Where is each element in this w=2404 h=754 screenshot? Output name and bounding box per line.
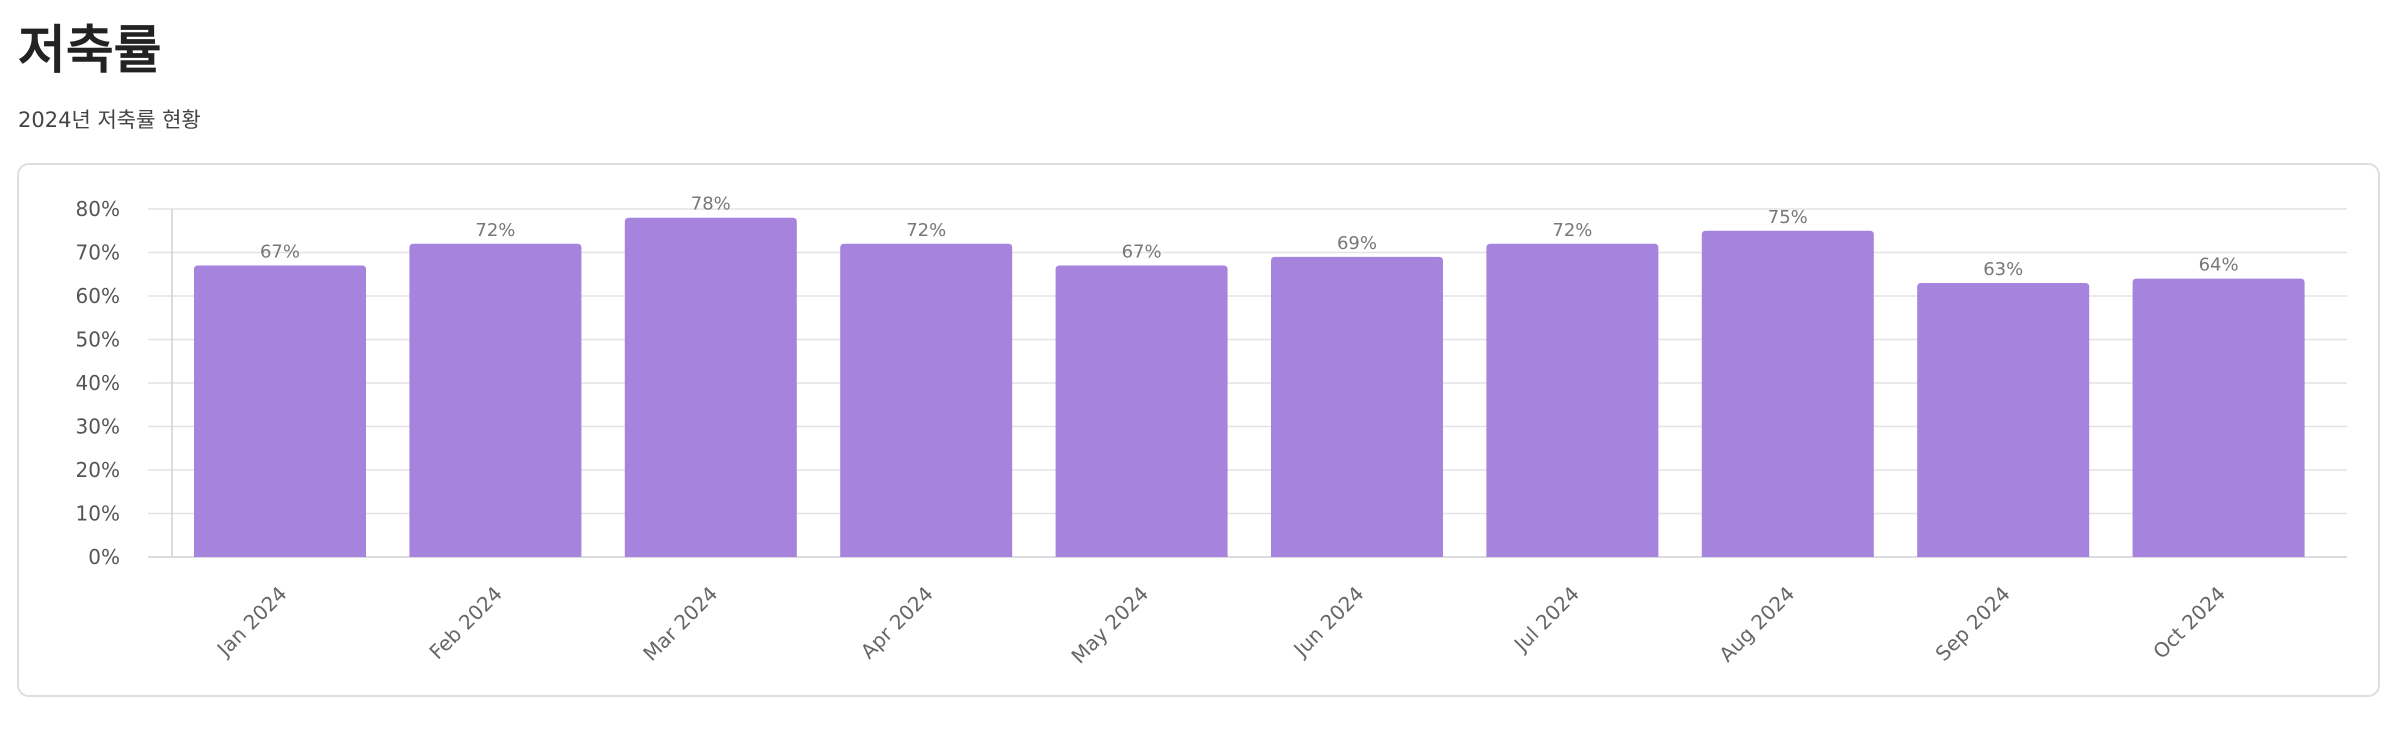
- page-subtitle: 2024년 저축률 현황: [18, 108, 201, 132]
- bar-value-label: 67%: [1122, 242, 1162, 263]
- bar[interactable]: [624, 217, 797, 557]
- y-tick-label: 70%: [76, 241, 120, 265]
- x-tick-label: Feb 2024: [424, 582, 506, 664]
- x-tick-label: Aug 2024: [1714, 582, 1799, 667]
- x-tick-label: May 2024: [1066, 582, 1153, 669]
- bar-value-label: 63%: [1983, 259, 2023, 280]
- bar-value-label: 64%: [2199, 255, 2239, 276]
- x-tick-layer: Jan 2024 Feb 2024 Mar 2024 Apr 2024 May 2024…: [211, 582, 2230, 669]
- bar[interactable]: [840, 243, 1013, 558]
- value-label-layer: 67% 72% 78% 72% 67% 69% 72% 75% 63% 64%: [260, 194, 2239, 280]
- y-tick-label: 60%: [76, 284, 120, 308]
- x-tick-label: Jan 2024: [211, 582, 292, 663]
- bar[interactable]: [194, 265, 366, 557]
- y-tick-label: 30%: [76, 415, 120, 439]
- bar[interactable]: [1701, 230, 1874, 557]
- bar-value-label: 72%: [906, 220, 946, 241]
- bar-value-label: 78%: [691, 194, 731, 215]
- bar[interactable]: [1486, 243, 1659, 558]
- page-title: 저축률: [18, 21, 162, 81]
- chart-card: 67% 72% 78% 72% 67% 69% 72% 75% 63% 64% 0% 10% 20% 3…: [17, 163, 2380, 697]
- x-tick-label: Jun 2024: [1288, 582, 1369, 663]
- bar[interactable]: [409, 243, 582, 558]
- bar-value-label: 67%: [260, 242, 300, 263]
- y-tick-layer: 0% 10% 20% 30% 40% 50% 60% 70% 80%: [76, 197, 120, 569]
- bar[interactable]: [1055, 265, 1228, 557]
- y-tick-label: 40%: [76, 371, 120, 395]
- x-tick-label: Sep 2024: [1931, 582, 2015, 666]
- bar-value-label: 69%: [1337, 233, 1377, 254]
- bar-layer: [194, 217, 2305, 558]
- y-tick-label: 50%: [76, 328, 120, 352]
- bar-value-label: 72%: [475, 220, 515, 241]
- y-tick-label: 80%: [76, 197, 120, 221]
- bar[interactable]: [1917, 282, 2090, 557]
- x-tick-label: Jul 2024: [1508, 582, 1584, 658]
- bar[interactable]: [2132, 278, 2305, 557]
- bar-value-label: 72%: [1552, 220, 1592, 241]
- y-tick-label: 20%: [76, 458, 120, 482]
- x-tick-label: Oct 2024: [2148, 582, 2230, 664]
- x-tick-label: Mar 2024: [638, 582, 722, 666]
- y-tick-label: 10%: [76, 502, 120, 526]
- bar-chart: 67% 72% 78% 72% 67% 69% 72% 75% 63% 64% 0% 10% 20% 3…: [76, 194, 2347, 669]
- x-tick-label: Apr 2024: [856, 582, 938, 664]
- bar[interactable]: [1271, 256, 1443, 557]
- y-tick-label: 0%: [88, 545, 120, 569]
- bar-value-label: 75%: [1768, 207, 1808, 228]
